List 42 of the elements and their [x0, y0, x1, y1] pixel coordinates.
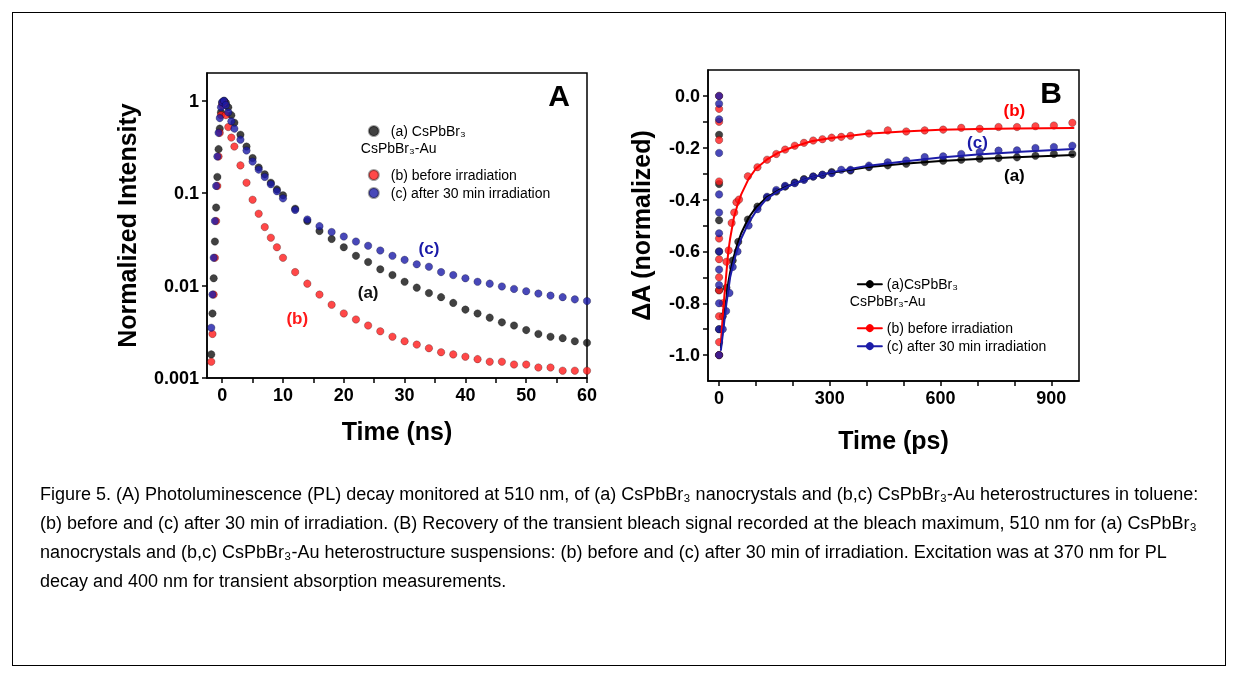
- x-tick-label: 0: [714, 388, 725, 408]
- legend-title: CsPbBr₃-Au: [849, 293, 926, 310]
- y-axis-title: ΔA (normalized): [626, 130, 655, 321]
- legend-label: (c) after 30 min irradiation: [390, 185, 551, 201]
- y-tick-label: -0.2: [668, 137, 700, 158]
- legend-title: CsPbBr₃-Au: [360, 140, 437, 156]
- y-tick-label: 0.1: [173, 183, 199, 204]
- annotation: (c): [967, 132, 988, 152]
- y-tick-label: -1.0: [668, 345, 700, 366]
- y-tick-label: 1: [188, 90, 199, 111]
- annotation: (b): [286, 309, 309, 329]
- annotation: (c): [418, 239, 440, 259]
- legend-label: (b) before irradiation: [886, 320, 1013, 337]
- y-tick-label: -0.8: [668, 293, 700, 314]
- x-axis-title: Time (ps): [838, 425, 949, 454]
- caption: Figure 5. (A) Photoluminescence (PL) decay monitored at 510 nm, of (a) CsPbBr₃ nanocrystals and (b,c) CsPbBr₃-Au heterostructures in toluene:(b) before and (c) after 30 min of irradiation. (B) Recovery of the transient bleach signal recorded at the bleach maximum, 510 nm for (a) CsPbBr₃ nanocrystals and (b,c) CsPbBr₃-Au heterostructure suspensions: (b) before and (c) after 30 min of irradiation. Excitation was at 370 nm for PL decay and 400 nm for transient absorption measurements.: [40, 483, 1200, 593]
- x-tick-label: 20: [333, 385, 354, 405]
- y-tick-label: 0.0: [674, 85, 700, 106]
- x-tick-label: 0: [217, 385, 228, 405]
- legend-label: (a)CsPbBr₃: [886, 276, 958, 293]
- x-tick-label: 900: [1036, 388, 1067, 408]
- x-tick-label: 10: [272, 385, 294, 405]
- annotation: (a): [1004, 165, 1025, 185]
- annotation: (a): [357, 282, 379, 302]
- x-tick-label: 300: [814, 388, 845, 408]
- legend-label: (b) before irradiation: [390, 167, 517, 183]
- y-tick-label: -0.6: [668, 241, 700, 262]
- x-tick-label: 600: [925, 388, 956, 408]
- y-axis-title: Normalized Intensity: [112, 103, 141, 348]
- x-axis-title: Time (ns): [341, 416, 453, 445]
- chart-title: A: [548, 78, 571, 112]
- legend-label: (c) after 30 min irradiation: [886, 338, 1047, 355]
- x-tick-label: 30: [394, 385, 415, 405]
- y-tick-label: 0.01: [163, 275, 199, 296]
- x-tick-label: 40: [455, 385, 476, 405]
- y-tick-label: -0.4: [668, 189, 700, 210]
- chart-title: B: [1040, 75, 1063, 109]
- y-tick-label: 0.001: [153, 368, 199, 388]
- x-tick-label: 50: [516, 385, 537, 405]
- x-tick-label: 60: [576, 385, 598, 405]
- legend-label: (a) CsPbBr₃: [390, 123, 466, 139]
- annotation: (b): [1003, 101, 1026, 121]
